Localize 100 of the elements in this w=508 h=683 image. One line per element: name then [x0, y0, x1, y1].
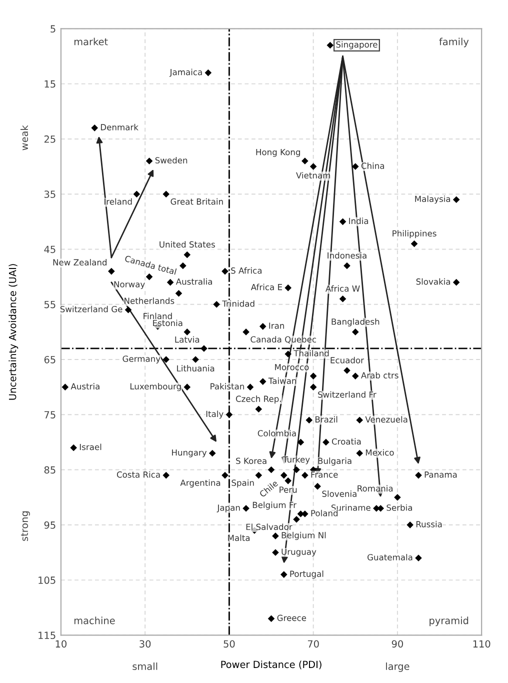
annotation: Brazil: [316, 416, 338, 423]
annotation: market: [74, 38, 108, 46]
annotation: S Africa: [231, 267, 262, 274]
annotation: Sweden: [155, 156, 188, 164]
annotation: Iran: [269, 322, 284, 329]
x-tick-label: 90: [392, 640, 403, 648]
annotation: Netherlands: [124, 298, 174, 304]
y-tick-label: 15: [44, 80, 56, 88]
annotation: Italy: [206, 410, 224, 419]
text: weak: [20, 125, 28, 150]
text: large: [386, 662, 410, 672]
annotation: Vietnam: [296, 172, 330, 179]
annotation: Ireland: [104, 198, 132, 205]
x-axis-title: Power Distance (PDI): [221, 660, 322, 670]
annotation: Turkey: [282, 456, 310, 464]
annotation: Russia: [416, 520, 442, 528]
x-tick-label: 50: [224, 640, 235, 648]
annotation: Bangladesh: [332, 318, 380, 326]
annotation: machine: [74, 616, 115, 624]
annotation: Panama: [424, 472, 457, 478]
annotation: Switzerland Ge: [60, 306, 122, 312]
text: strong: [21, 511, 30, 541]
text: small: [132, 662, 158, 670]
annotation: Africa E: [250, 284, 282, 290]
annotation: Malta: [228, 534, 250, 542]
annotation: Romania: [358, 485, 393, 492]
y-tick-label: 55: [44, 300, 56, 308]
y-tick-label: 25: [44, 135, 56, 143]
y-tick-label: 105: [38, 576, 56, 584]
annotation: India: [349, 218, 368, 224]
annotation: Croatia: [332, 438, 361, 445]
annotation: United States: [160, 241, 215, 248]
annotation: Philippines: [392, 230, 436, 238]
annotation: Germany: [122, 356, 160, 364]
y-tick-label: 45: [44, 246, 56, 254]
annotation: Taiwan: [268, 378, 296, 384]
y-tick-label: 65: [44, 356, 56, 364]
annotation: Australia: [176, 278, 212, 285]
x-tick-label: 110: [473, 640, 490, 648]
y-tick-label: 85: [44, 466, 56, 474]
annotation: Suriname: [331, 504, 370, 511]
y-tick-label: 75: [44, 411, 56, 418]
annotation: Luxembourg: [130, 383, 181, 392]
annotation: Norway: [114, 281, 145, 290]
annotation: Uruguay: [282, 548, 316, 557]
annotation: Slovenia: [322, 490, 356, 497]
annotation: Poland: [311, 510, 338, 516]
annotation: Africa W: [326, 285, 360, 292]
annotation: Mexico: [366, 449, 394, 456]
annotation: Hong Kong: [256, 149, 300, 157]
annotation: Peru: [280, 486, 297, 493]
annotation: Thailand: [294, 350, 329, 356]
annotation: S Korea: [236, 458, 266, 464]
annotation: Indonesia: [328, 252, 366, 259]
annotation: Serbia: [386, 504, 412, 511]
annotation: Finland: [144, 312, 172, 320]
annotation: Arab ctrs: [361, 372, 398, 378]
annotation: Israel: [80, 444, 102, 450]
y-axis-title: Uncertainty Avoidance (UAI): [8, 264, 18, 400]
x-tick-label: 30: [140, 640, 151, 648]
annotation: Portugal: [290, 570, 324, 579]
annotation: Ecuador: [330, 356, 364, 364]
annotation: Bulgaria: [318, 458, 352, 466]
annotation: Belgium Fr: [252, 502, 297, 510]
annotation: Estonia: [153, 320, 182, 326]
y-tick-label: 95: [44, 521, 56, 529]
annotation: Trinidad: [222, 300, 254, 307]
y-tick-label: 115: [38, 632, 56, 640]
annotation: France: [311, 472, 338, 478]
annotation: Costa Rica: [116, 471, 160, 478]
annotation: Singapore: [336, 41, 378, 50]
annotation: Spain: [232, 479, 254, 488]
annotation: Belgium Nl: [282, 532, 326, 540]
y-tick-label: 5: [50, 25, 56, 33]
annotation: Canada Quebec: [250, 336, 316, 344]
annotation: Morocco: [275, 364, 309, 370]
annotation: Colombia: [258, 430, 296, 436]
annotation: Czech Rep.: [236, 396, 281, 404]
annotation: Argentina: [180, 479, 220, 488]
annotation: El Salvador: [246, 524, 292, 530]
annotation: Guatemala: [368, 554, 412, 560]
annotation: China: [361, 162, 384, 169]
y-tick-label: 35: [44, 190, 56, 198]
annotation: Venezuela: [365, 416, 408, 423]
x-tick-label: 70: [308, 640, 319, 648]
annotation: Austria: [70, 383, 100, 390]
annotation: Greece: [277, 614, 306, 622]
annotation: Pakistan: [210, 383, 244, 390]
annotation: Latvia: [175, 336, 200, 343]
annotation: Great Britain: [170, 198, 223, 205]
annotation: Denmark: [100, 124, 138, 130]
annotation: Malaysia: [415, 196, 450, 204]
annotation: Switzerland Fr: [318, 391, 376, 398]
annotation: family: [439, 38, 469, 48]
annotation: New Zealand: [53, 259, 107, 266]
annotation: Lithuania: [177, 365, 214, 372]
annotation: Slovakia: [416, 278, 450, 285]
annotation: Jamaica: [169, 68, 202, 77]
annotation: Japan: [216, 504, 240, 512]
x-tick-label: 10: [56, 640, 66, 648]
